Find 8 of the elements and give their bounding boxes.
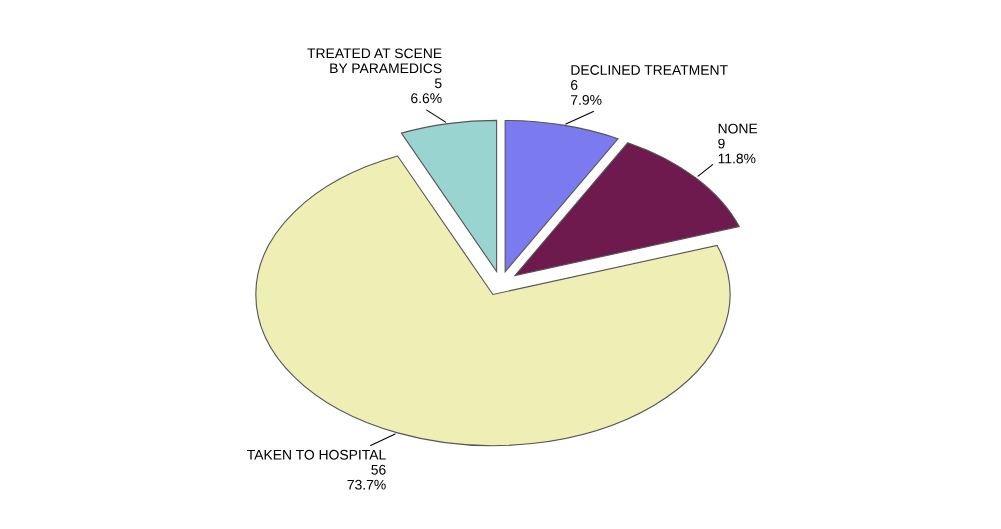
data-label: 5 6.6%	[411, 78, 442, 104]
data-label: 56 73.7%	[347, 464, 386, 490]
slice-label: DECLINED TREATMENT	[571, 65, 728, 75]
slice-label: TAKEN TO HOSPITAL	[247, 449, 386, 460]
slice-label: NONE	[718, 123, 758, 134]
slice-label: TREATED AT SCENE BY PARAMEDICS	[307, 48, 442, 74]
data-label: 6 7.9%	[571, 80, 602, 105]
data-label: 9 11.8%	[718, 138, 756, 164]
